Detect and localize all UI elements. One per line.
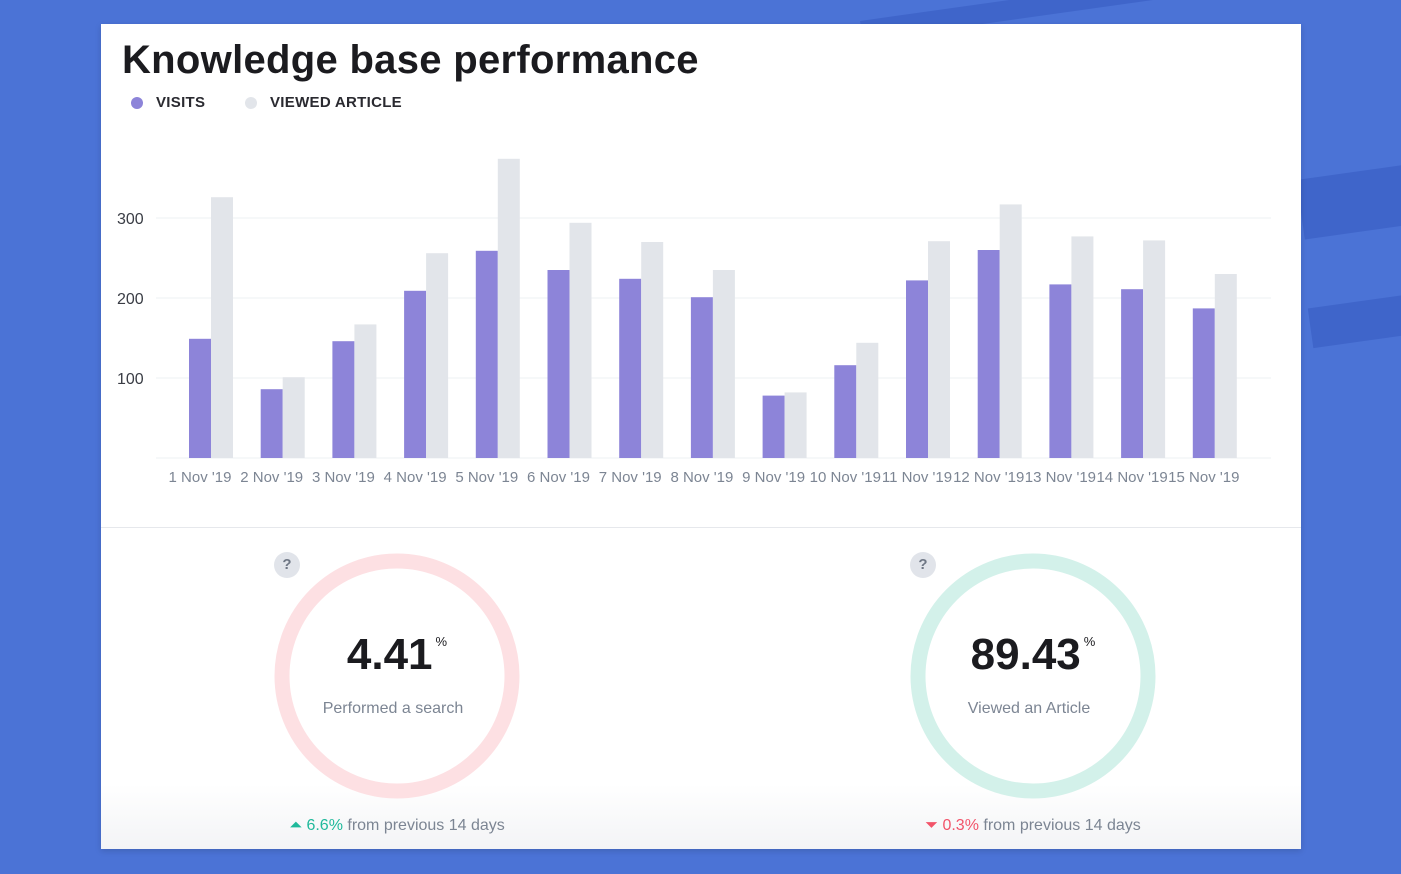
bar-visits (1192, 308, 1215, 458)
arrow-up-icon: ⏶ (289, 817, 307, 834)
legend-dot-viewed (245, 96, 257, 109)
background-brush (1296, 160, 1401, 240)
legend-dot-visits (131, 96, 143, 109)
divider (101, 527, 1301, 528)
x-tick-label: 12 Nov '19 (953, 469, 1024, 486)
legend-label: VIEWED ARTICLE (270, 94, 402, 111)
help-icon[interactable]: ? (910, 552, 936, 578)
x-tick-label: 9 Nov '19 (742, 469, 805, 486)
bar-visits (547, 270, 570, 458)
bar-visits (404, 290, 427, 458)
bar-visits (834, 365, 857, 458)
footer-fade (101, 784, 1301, 849)
bar-viewed-article (282, 377, 305, 458)
bar-chart: 100 200 300 1 Nov '19 2 Nov '19 3 Nov '19 4 No… (117, 158, 1271, 486)
bar-viewed-article (497, 158, 520, 459)
ring-track (274, 553, 520, 799)
bar-viewed-article (354, 324, 377, 458)
page-title: Knowledge base performance (122, 38, 699, 82)
x-tick-label: 8 Nov '19 (670, 469, 733, 486)
x-tick-label: 7 Nov '19 (599, 469, 662, 486)
bar-viewed-article (1214, 274, 1237, 458)
x-tick-label: 15 Nov '19 (1168, 469, 1239, 486)
x-tick-label: 5 Nov '19 (455, 469, 518, 486)
bar-viewed-article (999, 204, 1022, 458)
delta-value: 6.6% (306, 817, 343, 834)
metric-value-article: 89.43% (883, 630, 1183, 680)
metric-label-search: Performed a search (322, 700, 464, 717)
bar-viewed-article (712, 270, 735, 458)
bar-viewed-article (211, 197, 233, 458)
x-tick-label: 14 Nov '19 (1096, 469, 1167, 486)
bar-viewed-article (1143, 240, 1166, 458)
unit: % (435, 634, 448, 649)
arrow-down-icon: ⏷ (925, 817, 943, 834)
delta-text: from previous 14 days (983, 817, 1141, 834)
x-tick-label: 13 Nov '19 (1025, 469, 1096, 486)
bar-visits (1049, 284, 1072, 458)
unit: % (1083, 634, 1096, 649)
y-tick-label: 100 (117, 371, 144, 388)
x-tick-label: 1 Nov '19 (169, 469, 232, 486)
value: 4.41 (346, 630, 433, 679)
bar-visits (906, 280, 928, 458)
y-tick-label: 300 (117, 211, 144, 228)
bar-visits (260, 389, 283, 458)
bar-visits (332, 341, 355, 458)
metric-label-article: Viewed an Article (967, 700, 1091, 717)
value: 89.43 (970, 630, 1081, 679)
metric-value-search: 4.41% (247, 630, 547, 680)
x-tick-label: 6 Nov '19 (527, 469, 590, 486)
metric-delta-search: ⏶ 6.6% from previous 14 days (197, 817, 597, 835)
performance-card: Knowledge base performance VISITS VIEWED… (101, 24, 1301, 849)
ring-track (910, 553, 1156, 799)
legend-label: VISITS (156, 94, 206, 111)
bar-viewed-article (1071, 236, 1094, 458)
x-tick-label: 2 Nov '19 (240, 469, 303, 486)
legend-visits[interactable]: VISITS (131, 94, 205, 111)
delta-text: from previous 14 days (347, 817, 505, 834)
bar-visits (619, 278, 642, 458)
metric-delta-article: ⏷ 0.3% from previous 14 days (833, 817, 1233, 835)
bar-viewed-article (569, 222, 592, 458)
bar-viewed-article (928, 241, 950, 458)
y-tick-label: 200 (117, 291, 144, 308)
x-tick-label: 10 Nov '19 (810, 469, 881, 486)
bar-viewed-article (426, 253, 449, 458)
x-tick-label: 3 Nov '19 (312, 469, 375, 486)
bar-visits (189, 338, 211, 458)
bar-visits (475, 250, 498, 458)
bar-viewed-article (856, 342, 879, 458)
delta-value: 0.3% (942, 817, 979, 834)
x-tick-label: 4 Nov '19 (384, 469, 447, 486)
x-tick-label: 11 Nov '19 (882, 469, 952, 486)
bar-visits (762, 395, 785, 458)
bar-visits (977, 250, 1000, 458)
background-brush (1307, 291, 1401, 349)
help-icon[interactable]: ? (274, 552, 300, 578)
bar-viewed-article (784, 392, 807, 458)
bar-visits (1121, 289, 1144, 458)
rings (274, 553, 1156, 799)
bar-viewed-article (641, 242, 664, 458)
legend-viewed-article[interactable]: VIEWED ARTICLE (245, 94, 402, 111)
bar-visits (690, 297, 713, 458)
